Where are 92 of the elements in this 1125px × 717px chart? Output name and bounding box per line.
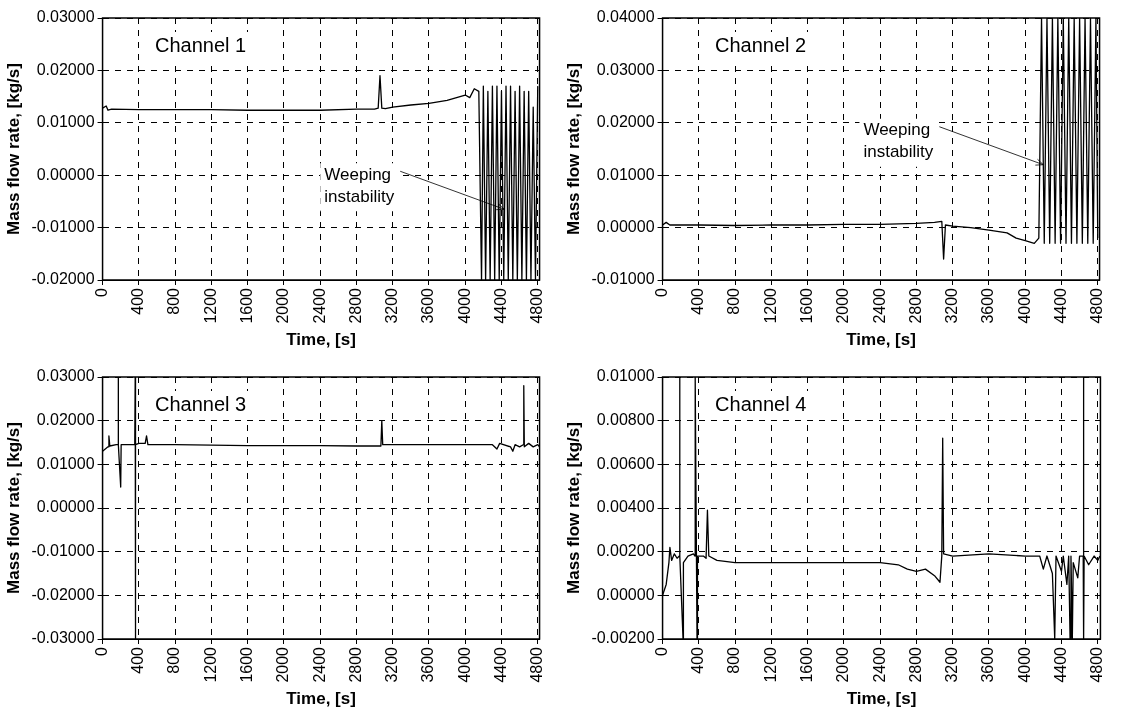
y-tick-label: 0.00600 [596,454,655,472]
x-tick-label: 3600 [979,646,997,683]
x-tick-label: 400 [129,287,147,315]
x-tick-label: 4400 [491,287,509,324]
y-tick-label: 0.01000 [36,113,95,131]
x-tick-label: 1200 [761,287,779,324]
x-tick-label: 2800 [906,287,924,324]
y-tick-label: 0.00400 [596,498,655,516]
x-tick-label: 2400 [870,646,888,683]
y-tick-label: 0.03000 [36,367,95,385]
x-tick-label: 4800 [1088,287,1106,324]
x-tick-label: 1600 [238,287,256,324]
x-tick-label: 1600 [798,287,816,324]
x-tick-label: 3200 [943,287,961,324]
x-tick-label: 400 [129,646,147,674]
y-tick-label: 0.03000 [596,60,655,78]
x-tick-label: 1600 [798,646,816,683]
x-tick-label: 2000 [834,287,852,324]
x-tick-label: 0 [92,287,110,297]
y-tick-label: 0.00800 [596,411,655,429]
x-axis-title: Time, [s] [286,689,356,709]
x-tick-label: 0 [92,646,110,656]
y-tick-label: 0.04000 [596,8,655,26]
x-axis-title: Time, [s] [286,330,356,350]
y-tick-label: -0.02000 [31,270,95,288]
y-tick-label: -0.00200 [591,629,655,647]
x-tick-label: 4400 [1051,287,1069,324]
x-tick-label: 0 [652,646,670,656]
y-tick-label: 0.02000 [36,60,95,78]
x-tick-label: 2800 [346,646,364,683]
x-tick-label: 0 [652,287,670,297]
x-tick-label: 3600 [979,287,997,324]
x-tick-label: 800 [725,646,743,674]
y-tick-label: -0.01000 [31,542,95,560]
annotation: Channel 4 [715,392,807,415]
x-tick-label: 1200 [201,287,219,324]
x-tick-label: 2000 [274,287,292,324]
x-tick-label: 2000 [834,646,852,683]
y-tick-label: -0.03000 [31,629,95,647]
x-tick-label: 400 [689,646,707,674]
y-axis-title: Mass flow rate, [kg/s] [3,63,23,235]
y-tick-label: 0.00200 [596,542,655,560]
x-tick-label: 4400 [491,646,509,683]
x-tick-label: 3600 [419,646,437,683]
x-tick-label: 2000 [274,646,292,683]
x-tick-label: 4000 [1015,287,1033,324]
y-tick-label: -0.01000 [31,218,95,236]
x-tick-label: 4000 [1015,646,1033,683]
x-tick-label: 1200 [761,646,779,683]
y-axis-title: Mass flow rate, [kg/s] [563,63,583,235]
x-tick-label: 3200 [383,646,401,683]
x-tick-label: 2400 [310,287,328,324]
y-tick-label: 0.02000 [596,113,655,131]
y-axis-title: Mass flow rate, [kg/s] [3,422,23,594]
x-tick-label: 4000 [455,287,473,324]
y-tick-label: 0.00000 [596,218,655,236]
y-tick-label: -0.01000 [591,270,655,288]
x-axis-title: Time, [s] [846,330,916,350]
x-tick-label: 800 [725,287,743,315]
y-tick-label: 0.01000 [596,165,655,183]
x-tick-label: 4800 [528,646,546,683]
x-tick-label: 2400 [870,287,888,324]
y-tick-label: 0.01000 [596,367,655,385]
x-tick-label: 400 [689,287,707,315]
x-tick-label: 2800 [906,646,924,683]
x-tick-label: 4800 [528,287,546,324]
annotation: Channel 1 [155,33,247,56]
y-axis-title: Mass flow rate, [kg/s] [563,422,583,594]
x-tick-label: 3200 [383,287,401,324]
x-tick-label: 1200 [201,646,219,683]
x-tick-label: 2800 [346,287,364,324]
annotation: Weeping instability [863,120,934,162]
x-tick-label: 800 [165,646,183,674]
y-tick-label: 0.01000 [36,454,95,472]
y-tick-label: 0.00000 [36,165,95,183]
x-tick-label: 3600 [419,287,437,324]
x-tick-label: 1600 [238,646,256,683]
x-tick-label: 4800 [1088,646,1106,683]
x-tick-label: 4000 [455,646,473,683]
x-axis-title: Time, [s] [846,689,917,709]
y-tick-label: 0.00000 [596,585,655,603]
annotation: Weeping instability [324,164,395,206]
x-tick-label: 4400 [1051,646,1069,683]
y-tick-label: 0.00000 [36,498,95,516]
y-tick-label: 0.02000 [36,411,95,429]
y-tick-label: 0.03000 [36,8,95,26]
y-tick-label: -0.02000 [31,585,95,603]
x-tick-label: 2400 [310,646,328,683]
x-tick-label: 800 [165,287,183,315]
annotation: Channel 3 [155,392,247,415]
x-tick-label: 3200 [943,646,961,683]
annotation: Channel 2 [715,33,807,56]
